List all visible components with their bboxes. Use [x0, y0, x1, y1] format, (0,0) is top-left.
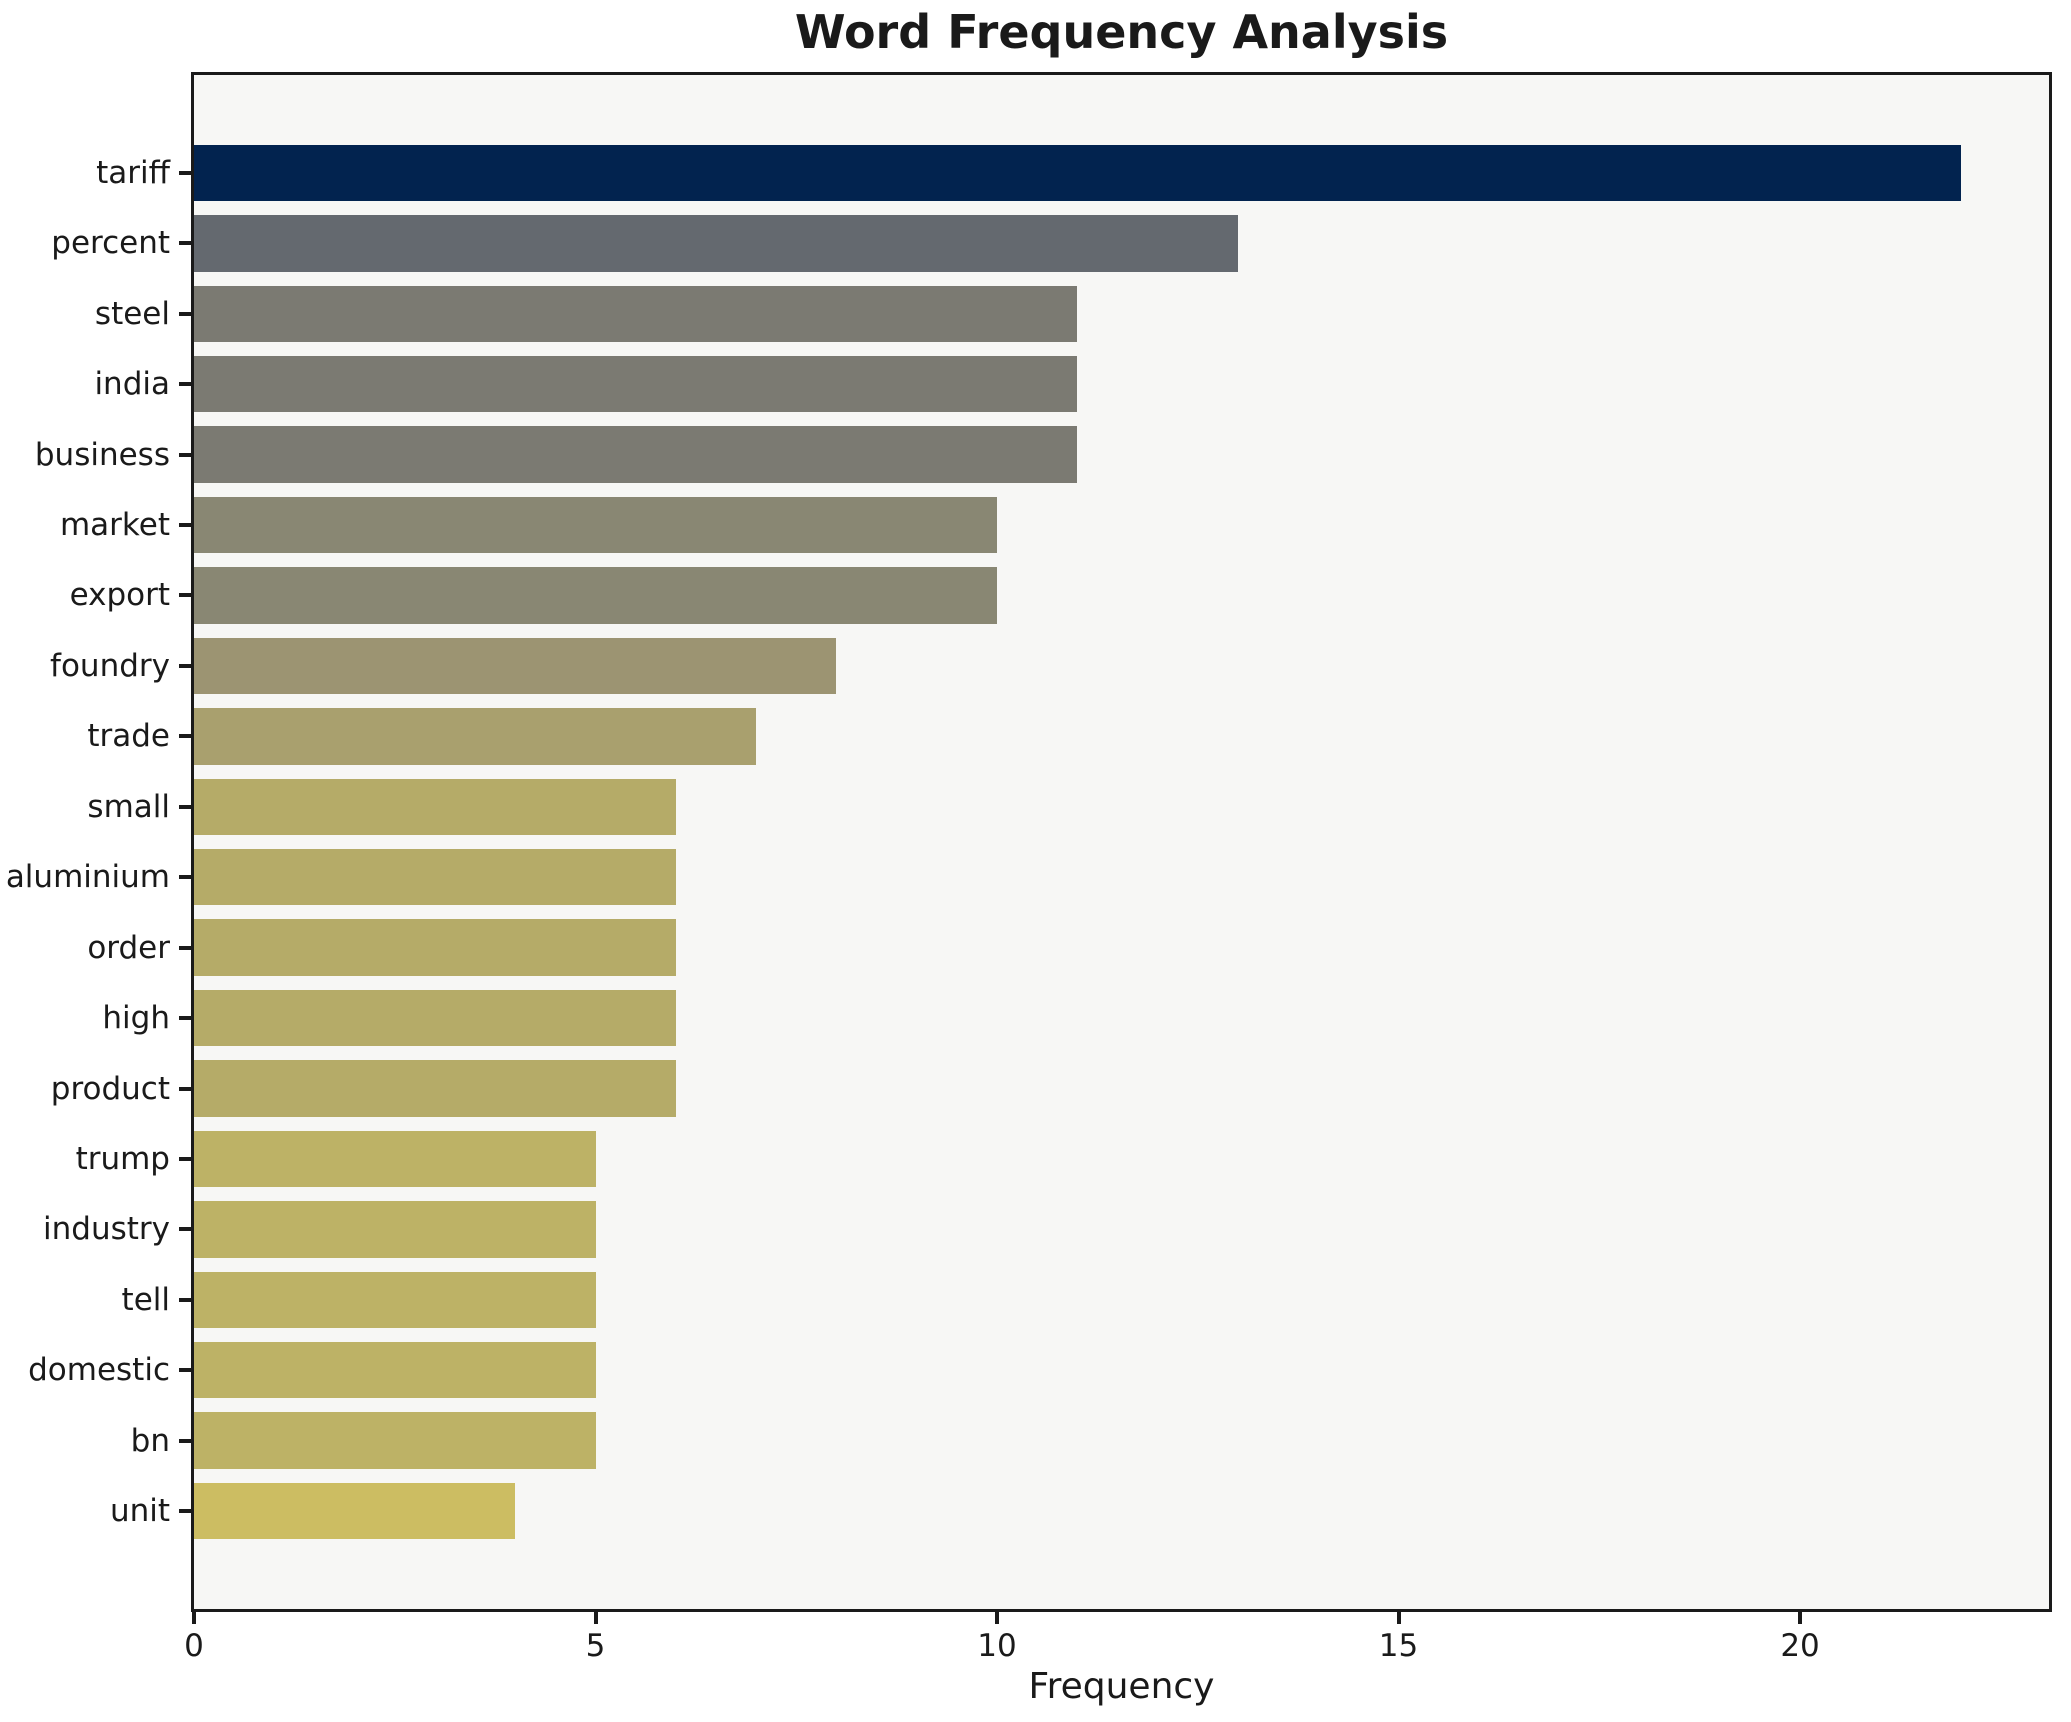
y-tick-label: unit	[109, 1493, 170, 1530]
y-tick-mark	[179, 523, 191, 528]
bar-unit	[194, 1482, 516, 1540]
x-tick-mark	[192, 1612, 196, 1624]
y-tick-mark	[179, 1016, 191, 1021]
bar-trump	[194, 1130, 596, 1188]
y-tick-label: small	[87, 788, 170, 825]
y-tick-mark	[179, 382, 191, 387]
y-tick-mark	[179, 945, 191, 950]
y-tick-mark	[179, 1086, 191, 1091]
y-tick-label: steel	[94, 295, 170, 332]
x-tick-mark	[995, 1612, 1000, 1624]
bar-foundry	[194, 637, 837, 695]
bar-market	[194, 496, 998, 554]
y-tick-mark	[179, 1509, 191, 1514]
y-tick-mark	[179, 311, 191, 316]
y-tick-label: industry	[43, 1211, 170, 1248]
y-tick-mark	[179, 663, 191, 668]
y-tick-label: tariff	[96, 154, 170, 191]
y-tick-label: export	[69, 577, 170, 614]
y-tick-label: foundry	[50, 647, 170, 684]
y-tick-label: order	[87, 929, 170, 966]
bar-bn	[194, 1412, 596, 1469]
y-tick-mark	[179, 875, 191, 880]
bar-domestic	[194, 1342, 596, 1399]
x-tick-label: 15	[1378, 1628, 1419, 1664]
y-tick-mark	[179, 1297, 191, 1302]
x-axis-title: Frequency	[1028, 1666, 1215, 1707]
bar-product	[194, 1060, 676, 1117]
bar-tariff	[194, 144, 1961, 202]
x-tick-label: 10	[977, 1628, 1017, 1664]
bar-small	[194, 778, 676, 835]
bar-export	[194, 567, 998, 624]
y-tick-label: trump	[75, 1140, 170, 1177]
bar-industry	[194, 1201, 596, 1258]
plot-area	[179, 72, 2052, 1624]
y-tick-label: business	[34, 436, 170, 473]
bar-high	[194, 989, 676, 1047]
x-tick-label: 0	[184, 1628, 204, 1664]
y-tick-label: trade	[87, 718, 170, 755]
y-tick-mark	[179, 1368, 191, 1373]
y-tick-mark	[179, 452, 191, 457]
bar-percent	[194, 215, 1238, 272]
y-tick-label: india	[94, 366, 170, 403]
bar-aluminium	[194, 849, 676, 906]
y-tick-label: bn	[130, 1422, 170, 1459]
y-tick-label: high	[102, 1000, 170, 1037]
y-tick-mark	[179, 734, 191, 739]
y-tick-mark	[179, 593, 191, 598]
y-tick-mark	[179, 170, 191, 175]
y-tick-label: product	[50, 1070, 170, 1107]
y-tick-label: percent	[51, 225, 170, 262]
bar-steel	[194, 285, 1078, 342]
y-tick-label: market	[59, 507, 170, 544]
x-tick-mark	[1396, 1612, 1401, 1624]
bar-tell	[194, 1271, 596, 1328]
y-tick-mark	[179, 1156, 191, 1161]
y-tick-label: tell	[121, 1281, 170, 1318]
bar-india	[194, 356, 1078, 413]
bar-business	[194, 426, 1078, 483]
x-tick-mark	[1798, 1612, 1803, 1624]
y-tick-mark	[179, 1227, 191, 1232]
bar-order	[194, 919, 676, 976]
x-tick-label: 5	[585, 1628, 606, 1664]
bar-trade	[194, 708, 757, 765]
chart-title: Word Frequency Analysis	[794, 5, 1449, 59]
y-tick-mark	[179, 241, 191, 246]
y-tick-mark	[179, 804, 191, 809]
y-tick-label: aluminium	[5, 859, 170, 896]
y-tick-mark	[179, 1438, 191, 1443]
x-tick-label: 20	[1780, 1628, 1820, 1664]
x-tick-mark	[593, 1612, 598, 1624]
y-tick-label: domestic	[28, 1352, 170, 1389]
